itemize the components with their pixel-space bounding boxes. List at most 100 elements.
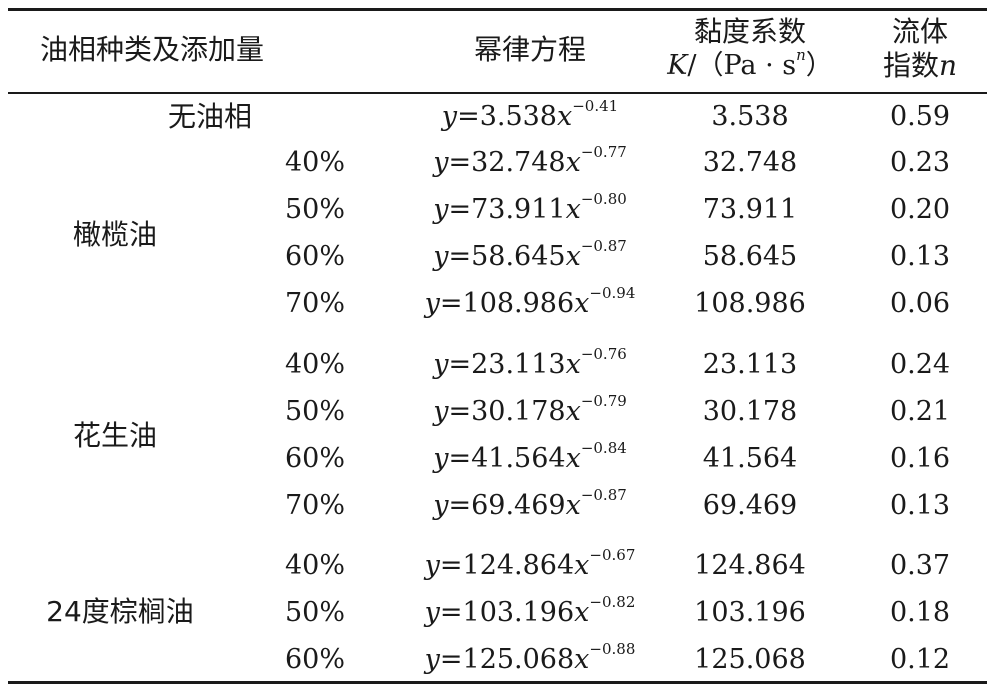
group-olive-oil: 橄榄油: [72, 218, 157, 251]
equation-y: y: [433, 241, 449, 272]
equation-y: y: [441, 101, 458, 132]
row-equation: y=73.911x−0.80: [400, 192, 660, 226]
equation-equals: =: [448, 396, 472, 427]
equation-exponent: −0.77: [580, 143, 627, 161]
equation-exponent: −0.87: [580, 237, 627, 255]
equation-equals: =: [448, 194, 472, 225]
table-top-rule: [8, 8, 987, 11]
equation-y: y: [433, 396, 449, 427]
equation-equals: =: [439, 597, 463, 628]
row-viscosity-k: 73.911: [702, 194, 798, 225]
row-flow-index-n: 0.23: [889, 147, 951, 178]
equation-equals: =: [439, 288, 463, 319]
row-equation: y=41.564x−0.84: [400, 441, 660, 475]
row-flow-index-n: 0.24: [889, 349, 951, 380]
group-palm-oil: 24度棕榈油: [46, 595, 194, 628]
equation-x: x: [565, 490, 581, 521]
table-bottom-rule: [8, 681, 987, 684]
row-flow-index-n: 0.18: [889, 597, 951, 628]
row-equation: y=124.864x−0.67: [400, 548, 660, 582]
equation-exponent: −0.41: [572, 97, 619, 115]
row-amount: 40%: [284, 349, 345, 380]
equation-coefficient: 30.178: [471, 396, 566, 427]
header-power-law-equation: 幂律方程: [473, 33, 586, 66]
row-amount: 60%: [284, 443, 345, 474]
equation-coefficient: 125.068: [462, 644, 575, 675]
row-amount: 60%: [284, 241, 345, 272]
equation-exponent: −0.88: [589, 640, 636, 658]
equation-exponent: −0.87: [580, 486, 627, 504]
row-equation: y=32.748x−0.77: [400, 145, 660, 179]
row-amount: 70%: [284, 288, 345, 319]
group-peanut-oil: 花生油: [72, 419, 157, 452]
equation-exponent: −0.82: [589, 593, 636, 611]
row-viscosity-k: 124.864: [694, 550, 806, 581]
row-viscosity-k: 3.538: [711, 101, 789, 132]
equation-y: y: [424, 288, 440, 319]
row-viscosity-k: 41.564: [702, 443, 798, 474]
equation-y: y: [433, 147, 449, 178]
equation-coefficient: 58.645: [471, 241, 566, 272]
row-amount: 50%: [284, 194, 345, 225]
equation-coefficient: 108.986: [462, 288, 575, 319]
equation-equals: =: [448, 490, 472, 521]
row-amount: 70%: [284, 490, 345, 521]
equation-equals: =: [439, 644, 463, 675]
equation-x: x: [556, 101, 573, 132]
row-viscosity-k: 125.068: [694, 644, 806, 675]
equation-x: x: [574, 288, 590, 319]
row-flow-index-n: 0.20: [889, 194, 951, 225]
equation-exponent: −0.67: [589, 546, 636, 564]
row-equation: y=30.178x−0.79: [400, 394, 660, 428]
equation-coefficient: 3.538: [479, 101, 557, 132]
row-equation: y=69.469x−0.87: [400, 488, 660, 522]
equation-coefficient: 103.196: [462, 597, 575, 628]
row-viscosity-k: 58.645: [702, 241, 798, 272]
equation-coefficient: 69.469: [471, 490, 566, 521]
row-amount: 40%: [284, 550, 345, 581]
row-flow-index-n: 0.12: [889, 644, 951, 675]
row-flow-index-n: 0.37: [889, 550, 951, 581]
equation-coefficient: 124.864: [462, 550, 575, 581]
row-flow-index-n: 0.13: [889, 241, 951, 272]
header-viscosity-unit: K/（Pa · sn）: [667, 46, 833, 82]
row-amount: 50%: [284, 396, 345, 427]
equation-y: y: [424, 550, 440, 581]
row-equation: y=3.538x−0.41: [400, 99, 660, 133]
equation-exponent: −0.76: [580, 345, 627, 363]
equation-exponent: −0.94: [589, 284, 636, 302]
equation-y: y: [433, 490, 449, 521]
row-equation: y=125.068x−0.88: [400, 642, 660, 676]
equation-x: x: [574, 644, 590, 675]
row-flow-index-n: 0.06: [889, 288, 951, 319]
equation-y: y: [433, 443, 449, 474]
row-flow-index-n: 0.21: [889, 396, 951, 427]
equation-coefficient: 23.113: [471, 349, 566, 380]
equation-equals: =: [448, 443, 472, 474]
row-flow-index-n: 0.13: [889, 490, 951, 521]
equation-equals: =: [448, 349, 472, 380]
equation-coefficient: 32.748: [471, 147, 566, 178]
row-equation: y=108.986x−0.94: [400, 286, 660, 320]
equation-equals: =: [448, 241, 472, 272]
equation-x: x: [565, 147, 581, 178]
equation-x: x: [565, 443, 581, 474]
header-viscosity-coefficient: 黏度系数: [693, 15, 806, 48]
row-viscosity-k: 69.469: [702, 490, 798, 521]
header-flow-index-n: 指数n: [882, 49, 958, 82]
equation-x: x: [565, 241, 581, 272]
equation-exponent: −0.79: [580, 392, 627, 410]
equation-y: y: [424, 597, 440, 628]
equation-x: x: [565, 396, 581, 427]
equation-coefficient: 41.564: [471, 443, 566, 474]
equation-y: y: [433, 194, 449, 225]
row-amount: 60%: [284, 644, 345, 675]
equation-x: x: [574, 550, 590, 581]
row-viscosity-k: 30.178: [702, 396, 798, 427]
equation-x: x: [565, 349, 581, 380]
row-equation: y=103.196x−0.82: [400, 595, 660, 629]
row-equation: y=23.113x−0.76: [400, 347, 660, 381]
header-flow-index: 流体: [891, 15, 948, 48]
row-viscosity-k: 108.986: [694, 288, 806, 319]
equation-equals: =: [448, 147, 472, 178]
